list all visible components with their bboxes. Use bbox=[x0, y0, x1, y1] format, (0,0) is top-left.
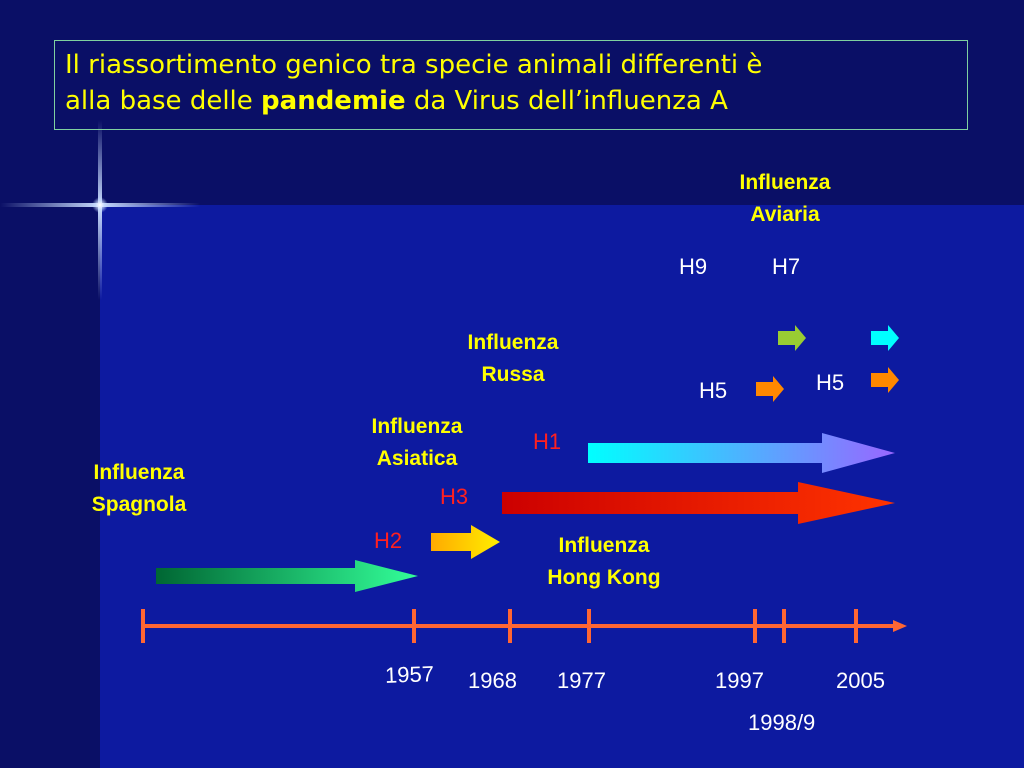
subtype-h9: H9 bbox=[679, 254, 708, 279]
label-hongkong-line1: Influenza bbox=[558, 534, 650, 557]
label-russa: Influenza Russa bbox=[436, 327, 590, 391]
year-1997: 1997 bbox=[715, 668, 764, 693]
label-aviaria-line1: Influenza bbox=[739, 171, 831, 194]
slide-title: Il riassortimento genico tra specie anim… bbox=[54, 40, 968, 130]
title-line-2: alla base delle pandemie da Virus dell’i… bbox=[65, 83, 957, 119]
h9-arrow bbox=[871, 325, 899, 351]
h3-arrow bbox=[502, 482, 895, 524]
timeline-arrowhead bbox=[893, 620, 907, 632]
background-main bbox=[100, 205, 1024, 768]
spagnola-arrow bbox=[156, 560, 418, 592]
year-1998: 1998/9 bbox=[748, 710, 816, 735]
label-spagnola-line1: Influenza bbox=[93, 461, 185, 484]
title-line-2-pre: alla base delle bbox=[65, 86, 262, 116]
title-line-1: Il riassortimento genico tra specie anim… bbox=[65, 50, 763, 80]
h5-arrow-1997 bbox=[756, 376, 784, 402]
year-1968: 1968 bbox=[468, 668, 517, 693]
h7-arrow bbox=[778, 325, 806, 351]
subtype-h5-1997: H5 bbox=[699, 378, 728, 403]
year-1957: 1957 bbox=[384, 661, 435, 688]
label-asiatica: Influenza Asiatica bbox=[340, 411, 494, 475]
year-1977: 1977 bbox=[557, 668, 606, 693]
title-line-2-post: da Virus dell’influenza A bbox=[405, 86, 728, 116]
label-russa-line1: Influenza bbox=[467, 331, 559, 354]
subtype-h5-2005: H5 bbox=[816, 370, 845, 395]
label-aviaria: Influenza Aviaria bbox=[708, 167, 862, 231]
background-top bbox=[0, 0, 1024, 205]
h1-arrow bbox=[588, 433, 895, 473]
timeline-axis bbox=[141, 609, 907, 643]
background-left bbox=[0, 205, 100, 768]
label-russa-line2: Russa bbox=[481, 363, 545, 386]
h5-arrow-2005 bbox=[871, 367, 899, 393]
label-aviaria-line2: Aviaria bbox=[750, 203, 820, 226]
label-asiatica-line2: Asiatica bbox=[376, 447, 458, 470]
subtype-h2: H2 bbox=[374, 528, 403, 553]
subtype-h3: H3 bbox=[440, 484, 469, 509]
light-flare-core bbox=[92, 197, 108, 213]
label-hongkong: Influenza Hong Kong bbox=[519, 530, 689, 594]
label-spagnola-line2: Spagnola bbox=[91, 493, 187, 516]
h2-arrow bbox=[431, 525, 500, 559]
label-asiatica-line1: Influenza bbox=[371, 415, 463, 438]
subtype-h7: H7 bbox=[772, 254, 801, 279]
subtype-h1: H1 bbox=[533, 429, 562, 454]
label-spagnola: Influenza Spagnola bbox=[62, 457, 216, 521]
title-bold-word: pandemie bbox=[261, 86, 406, 116]
year-2005: 2005 bbox=[836, 668, 885, 693]
label-hongkong-line2: Hong Kong bbox=[547, 566, 661, 589]
